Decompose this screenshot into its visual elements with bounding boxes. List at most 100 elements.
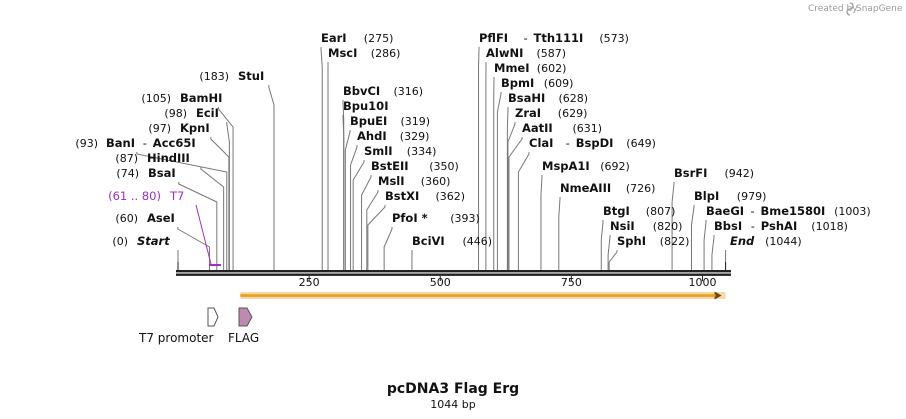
sequence-name: pcDNA3 Flag Erg <box>387 381 519 397</box>
site-pos-bstxi: (362) <box>436 190 466 203</box>
site-nsii: NsiI (820) <box>610 219 682 233</box>
site-sep-pflfi: - <box>524 31 528 45</box>
site-pos-nmeaiii: (726) <box>626 182 656 195</box>
site-pos-eari: (275) <box>364 32 394 45</box>
site-bamhi: BamHI (105) <box>141 91 222 105</box>
site-bpu10i: Bpu10I <box>343 99 388 113</box>
title-block: pcDNA3 Flag Erg 1044 bp <box>387 381 519 411</box>
backbone-top-strand <box>176 270 731 273</box>
site-line-nmeaiii <box>558 197 561 270</box>
site-bcivi: BciVI (446) <box>412 234 492 248</box>
site-pos-msli: (360) <box>421 175 451 188</box>
site-bpmi: BpmI (609) <box>501 76 573 90</box>
site-sep-bani: - <box>143 136 147 150</box>
site-pos-pflfi: (573) <box>599 32 629 45</box>
site-line-bpueii <box>344 130 351 270</box>
site-stui: StuI (183) <box>199 69 264 83</box>
site-blpi: BlpI (979) <box>694 189 766 203</box>
site-bpueii: BpuEI (319) <box>350 114 430 128</box>
site-pfoi: PfoI * (393) <box>392 211 480 225</box>
site-name-bsai: BsaI <box>148 166 176 180</box>
site-name-bsrfi: BsrFI <box>674 166 707 180</box>
site-name-bpu10i: Bpu10I <box>343 99 388 113</box>
site-name-bani: BanI <box>106 136 135 150</box>
site-pos-bsrfi: (942) <box>725 167 755 180</box>
site-line-eari <box>320 47 323 270</box>
site-msci: MscI (286) <box>328 46 400 60</box>
site-line-sphi <box>608 250 618 270</box>
site-line-ecii <box>226 122 230 270</box>
site-pos-clai: (649) <box>626 137 656 150</box>
site-pos-mmei: (602) <box>537 62 567 75</box>
site-pos-start: (0) <box>112 235 128 248</box>
credit: Created by SnapGene <box>808 2 903 16</box>
site-name-bbsi: BbsI <box>714 219 742 233</box>
site-line-clai <box>517 152 530 270</box>
site-alt-baegi: Bme1580I <box>761 204 826 218</box>
site-aatii: AatII (631) <box>522 121 602 135</box>
orf-arrowhead <box>714 291 722 300</box>
site-line-blpi <box>690 205 695 270</box>
site-pos-bpmi: (609) <box>544 77 574 90</box>
primer-t7: (61 .. 80) T7 <box>108 189 221 266</box>
site-pos-btgi: (807) <box>646 205 676 218</box>
site-pos-ecii: (98) <box>164 107 187 120</box>
site-pos-stui: (183) <box>199 70 229 83</box>
sequence-backbone <box>176 270 731 276</box>
site-name-msli: MslI <box>378 174 405 188</box>
site-name-ecii: EciI <box>196 106 219 120</box>
site-pos-sphi: (822) <box>660 235 690 248</box>
site-pos-bbvci: (316) <box>394 85 424 98</box>
features: T7 promoter FLAG <box>138 307 259 345</box>
site-name-zrai: ZraI <box>515 106 541 120</box>
site-msli: MslI (360) <box>378 174 450 188</box>
site-name-sphi: SphI <box>617 234 646 248</box>
site-baegi: BaeGI - Bme1580I (1003) <box>706 204 871 218</box>
site-pos-bani: (93) <box>75 137 98 150</box>
site-pos-msci: (286) <box>371 47 401 60</box>
site-pos-hindiii: (87) <box>115 152 138 165</box>
site-line-zrai <box>507 122 516 270</box>
site-bbvci: BbvCI (316) <box>343 84 423 98</box>
site-name-bsahi: BsaHI <box>508 91 545 105</box>
site-pos-ahdi: (329) <box>400 130 430 143</box>
axis-ticks: 250 500 750 1000 <box>177 262 727 289</box>
site-name-kpni: KpnI <box>180 121 210 135</box>
site-name-bcivi: BciVI <box>412 234 445 248</box>
site-name-aatii: AatII <box>522 121 553 135</box>
credit-text: Created by <box>808 4 858 14</box>
site-pos-pfoi: (393) <box>450 212 480 225</box>
site-bstxi: BstXI (362) <box>385 189 465 203</box>
site-name-bamhi: BamHI <box>180 91 222 105</box>
site-line-stui <box>268 85 275 270</box>
site-bsahi: BsaHI (628) <box>508 91 588 105</box>
site-ecii: EciI (98) <box>164 106 219 120</box>
site-line-nsii <box>607 235 611 270</box>
site-bsrfi: BsrFI (942) <box>674 166 754 180</box>
site-kpni: KpnI (97) <box>148 121 209 135</box>
site-name-btgi: BtgI <box>603 204 630 218</box>
site-pos-blpi: (979) <box>737 190 767 203</box>
site-line-smli <box>352 160 365 270</box>
site-pos-nsii: (820) <box>653 220 683 233</box>
site-labels: Start(0)AseI(60)BsaI(74)HindIII(87)BanI -… <box>75 31 870 248</box>
site-pos-zrai: (629) <box>558 107 588 120</box>
site-line-bbsi <box>711 235 715 270</box>
site-start: Start (0) <box>112 234 170 248</box>
site-ahdi: AhdI (329) <box>357 129 429 143</box>
site-line-hindiii <box>200 167 225 270</box>
site-name-pfoi: PfoI * <box>392 211 428 225</box>
credit-brand: SnapGene <box>856 4 903 14</box>
site-mmei: MmeI (602) <box>494 61 566 75</box>
site-name-blpi: BlpI <box>694 189 719 203</box>
flag-tag-arrow-icon <box>238 307 253 327</box>
site-alt-bani: Acc65I <box>153 136 196 150</box>
site-asei: AseI (60) <box>115 211 174 225</box>
site-pos-baegi: (1003) <box>834 205 871 218</box>
site-line-bpu10i <box>342 115 345 270</box>
primer-name: T7 <box>169 189 184 203</box>
site-line-pfoi <box>383 227 393 270</box>
site-alt-clai: BspDI <box>576 136 614 150</box>
feature-label-flag: FLAG <box>228 331 259 345</box>
